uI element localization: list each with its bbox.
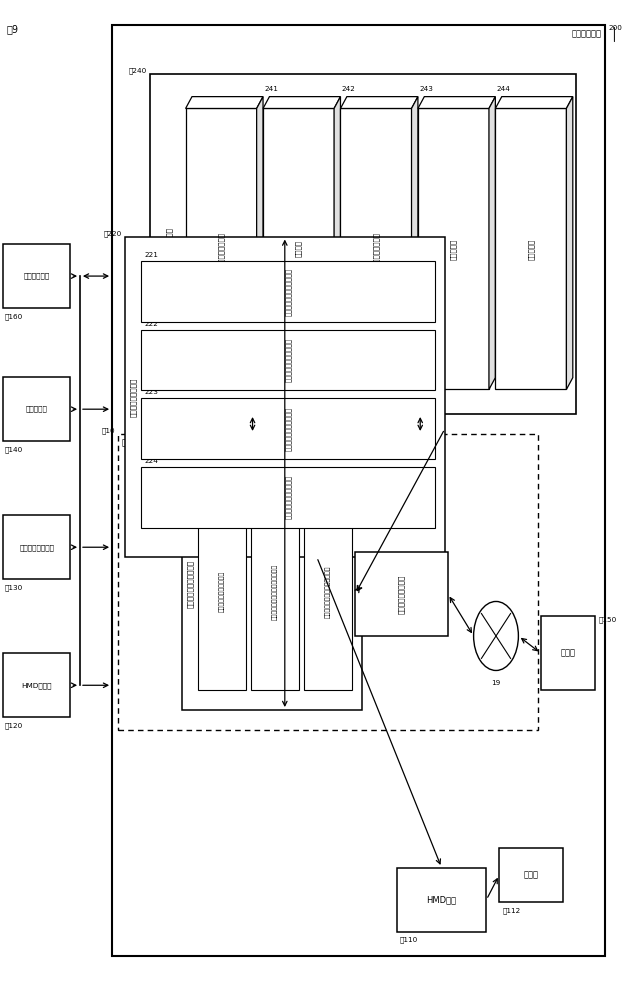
- Text: 仮想空間定義モジュール: 仮想空間定義モジュール: [220, 571, 225, 612]
- Text: コントローラ: コントローラ: [24, 273, 50, 279]
- Text: ユーザ情報: ユーザ情報: [450, 239, 457, 259]
- Text: ～110: ～110: [400, 937, 419, 944]
- Text: ～230: ～230: [161, 452, 179, 458]
- Text: モーションセンサ: モーションセンサ: [19, 544, 54, 550]
- Polygon shape: [340, 97, 418, 108]
- Polygon shape: [186, 97, 263, 108]
- Text: 空間情報: 空間情報: [295, 241, 302, 257]
- Bar: [418, 108, 489, 389]
- Bar: [150, 74, 576, 414]
- Text: 19: 19: [492, 680, 500, 686]
- Bar: [304, 493, 352, 690]
- Text: 223: 223: [144, 389, 158, 395]
- Text: 仮想空間制御モジュール: 仮想空間制御モジュール: [188, 560, 194, 608]
- Text: 242: 242: [342, 86, 356, 92]
- Text: 200: 200: [608, 25, 622, 31]
- Text: ～120: ～120: [5, 722, 24, 729]
- Text: ～160: ～160: [5, 314, 24, 319]
- Text: 表示制御モジュール: 表示制御モジュール: [130, 378, 136, 416]
- Bar: [125, 237, 445, 557]
- Bar: [355, 552, 448, 636]
- Text: 232: 232: [301, 482, 315, 488]
- Bar: [186, 108, 257, 389]
- Text: ～130: ～130: [5, 584, 24, 591]
- Text: 243: 243: [419, 86, 433, 92]
- Text: ～240: ～240: [129, 67, 147, 74]
- Polygon shape: [263, 97, 340, 108]
- Text: コンピュータ: コンピュータ: [572, 30, 602, 38]
- Bar: [495, 108, 566, 389]
- Bar: [141, 329, 435, 390]
- Bar: [397, 868, 486, 932]
- Text: メモリモジュール: メモリモジュール: [166, 227, 173, 261]
- Text: メモリモジュール: メモリモジュール: [218, 232, 225, 266]
- Text: 注視センサ: 注視センサ: [26, 406, 48, 412]
- Polygon shape: [257, 97, 263, 389]
- Text: 基準視線特定モジュール: 基準視線特定モジュール: [285, 475, 291, 520]
- Bar: [340, 108, 412, 389]
- Polygon shape: [489, 97, 495, 389]
- Text: ～140: ～140: [5, 446, 24, 453]
- Text: 手オブジェクト制御モジュール: 手オブジェクト制御モジュール: [325, 565, 331, 618]
- Text: 通信制御モジュール: 通信制御モジュール: [398, 575, 405, 613]
- Text: オブジェクト情報: オブジェクト情報: [372, 232, 380, 266]
- Polygon shape: [495, 97, 573, 108]
- Bar: [141, 261, 435, 321]
- Polygon shape: [418, 97, 495, 108]
- Text: 221: 221: [144, 252, 158, 258]
- Text: モニタ: モニタ: [524, 871, 539, 880]
- Text: ～220: ～220: [103, 230, 122, 237]
- Bar: [3, 245, 70, 308]
- Bar: [198, 493, 246, 690]
- Text: 244: 244: [497, 86, 511, 92]
- Bar: [499, 848, 563, 902]
- Text: 222: 222: [144, 320, 158, 327]
- Text: ～10: ～10: [102, 427, 115, 434]
- Text: 仮想オブジェクト生成モジュール: 仮想オブジェクト生成モジュール: [273, 563, 278, 620]
- Bar: [112, 25, 605, 956]
- Text: 仮想カメラ制御モジュール: 仮想カメラ制御モジュール: [285, 267, 291, 316]
- Text: 視界画像生成モジュール: 視界画像生成モジュール: [285, 406, 291, 451]
- Text: 視界領域決定モジュール: 視界領域決定モジュール: [285, 338, 291, 383]
- Text: ～250: ～250: [333, 545, 352, 552]
- Text: ～150: ～150: [598, 616, 617, 623]
- Bar: [118, 434, 538, 730]
- Bar: [252, 493, 299, 690]
- Polygon shape: [566, 97, 573, 389]
- Text: プロセッサ: プロセッサ: [122, 439, 147, 448]
- Text: 231: 231: [248, 482, 262, 488]
- Text: 224: 224: [144, 458, 158, 464]
- Polygon shape: [334, 97, 340, 389]
- Text: 241: 241: [264, 86, 278, 92]
- Text: 図9: 図9: [6, 25, 19, 35]
- Bar: [141, 398, 435, 459]
- Text: 一覧データ: 一覧データ: [527, 239, 534, 259]
- Bar: [3, 378, 70, 442]
- Text: HMDセンサ: HMDセンサ: [22, 682, 52, 688]
- Bar: [541, 616, 595, 690]
- Polygon shape: [412, 97, 418, 389]
- Bar: [263, 108, 334, 389]
- Bar: [182, 458, 362, 710]
- Text: サーバ: サーバ: [561, 649, 575, 658]
- Text: ～112: ～112: [502, 907, 521, 914]
- Text: HMD装置: HMD装置: [426, 895, 457, 904]
- Bar: [3, 516, 70, 580]
- Text: 233: 233: [354, 482, 368, 488]
- Bar: [141, 467, 435, 528]
- Bar: [3, 654, 70, 718]
